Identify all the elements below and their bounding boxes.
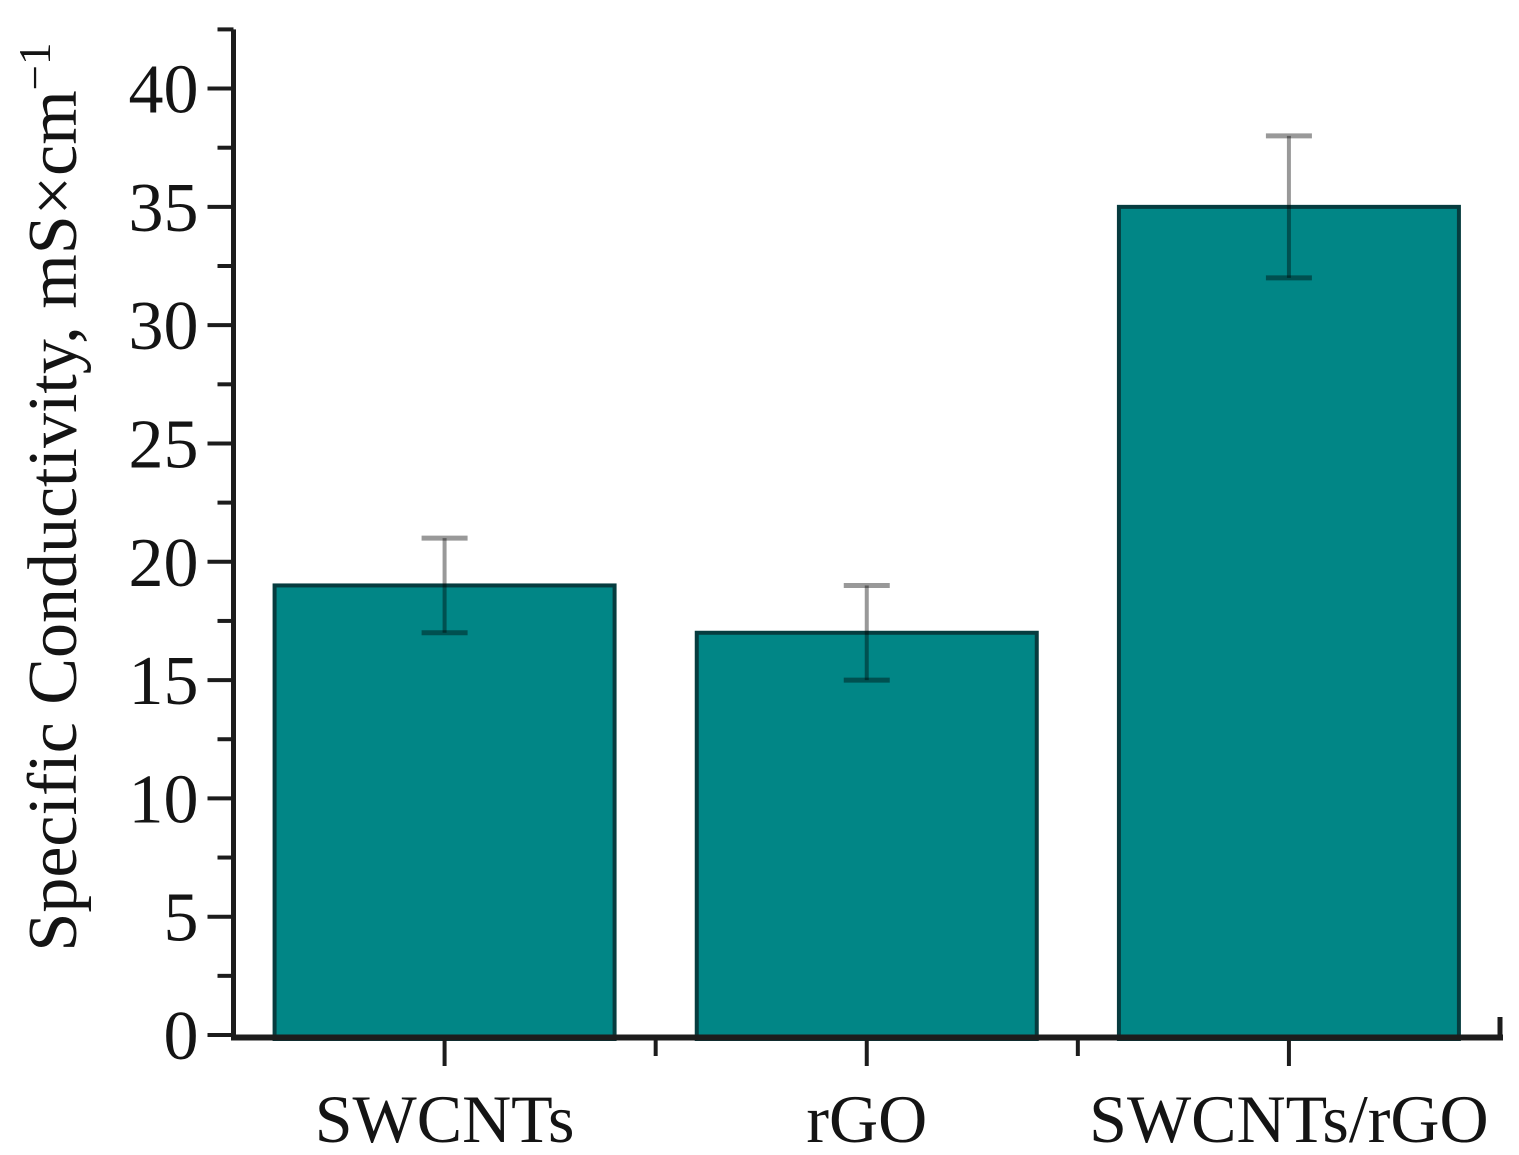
- y-axis-title-superscript: −1: [10, 42, 60, 90]
- bar-rgo: [694, 630, 1039, 1041]
- y-tick-label-10: 10: [129, 761, 199, 838]
- bar-swcnts-rgo: [1116, 204, 1461, 1041]
- x-tick-label-swcnts-rgo: SWCNTs/rGO: [1089, 1081, 1488, 1155]
- y-tick-label-25: 25: [129, 406, 199, 483]
- y-tick-label-0: 0: [164, 998, 199, 1075]
- y-tick-label-20: 20: [129, 525, 199, 602]
- y-tick-label-35: 35: [129, 170, 199, 247]
- x-tick-label-rgo: rGO: [806, 1081, 927, 1155]
- y-axis-title: Specific Conductivity, mS×cm−1: [10, 42, 92, 951]
- x-tick-label-swcnts: SWCNTs: [315, 1081, 575, 1155]
- y-tick-label-5: 5: [164, 880, 199, 957]
- y-tick-label-40: 40: [129, 52, 199, 129]
- bar-swcnts: [272, 583, 617, 1041]
- y-tick-label-30: 30: [129, 288, 199, 365]
- y-tick-label-15: 15: [129, 643, 199, 720]
- y-axis-title-main: Specific Conductivity, mS×cm: [15, 90, 92, 951]
